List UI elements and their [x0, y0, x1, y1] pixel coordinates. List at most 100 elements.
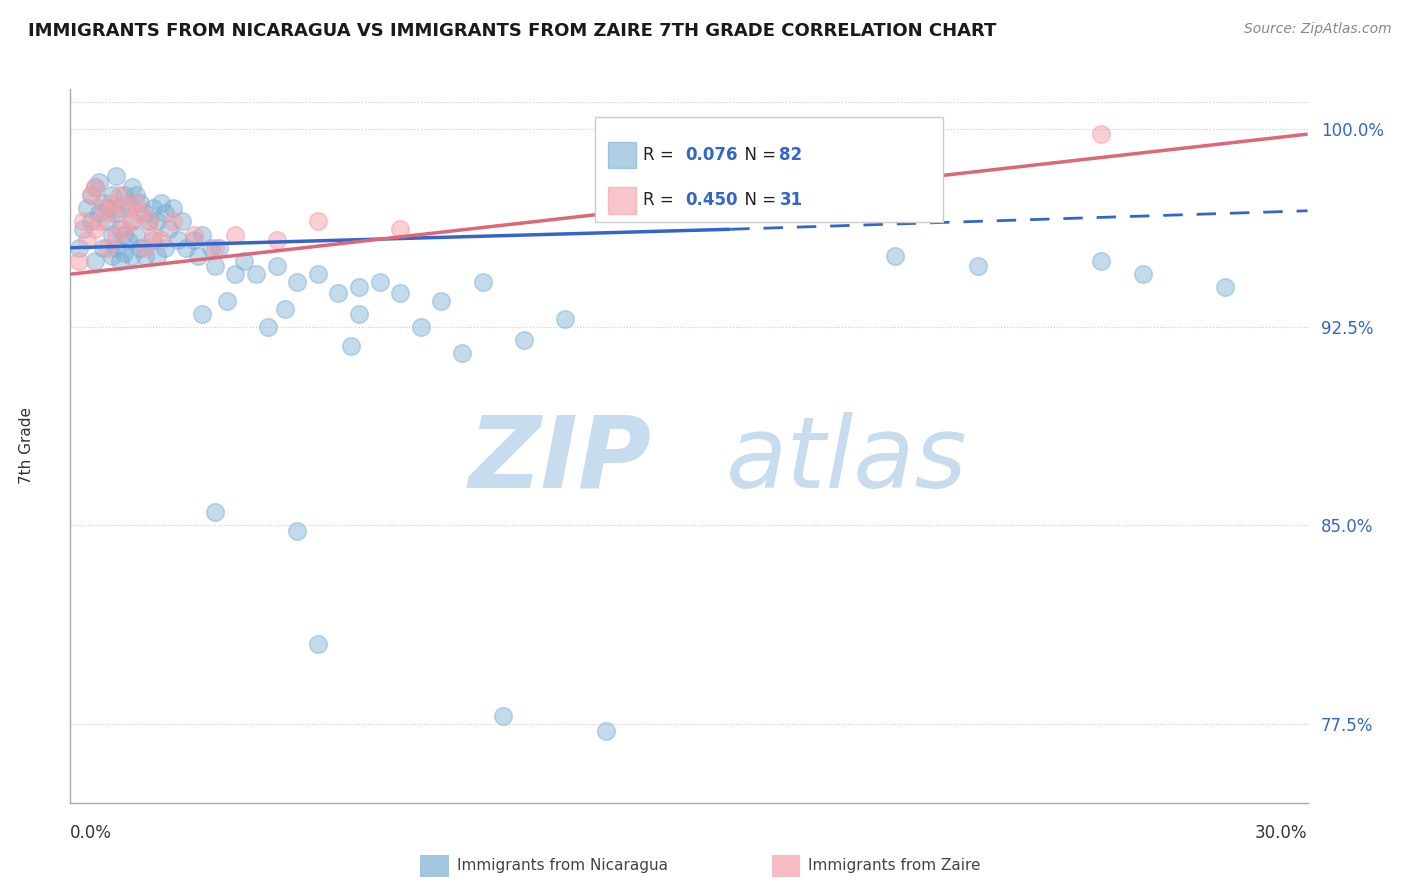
Point — [389, 222, 412, 236]
Point — [328, 285, 350, 300]
Text: R =: R = — [643, 191, 679, 210]
Point — [204, 260, 226, 274]
Point — [84, 180, 107, 194]
Point — [72, 222, 94, 236]
Point — [125, 188, 148, 202]
Point — [117, 201, 139, 215]
Point — [191, 307, 214, 321]
Point — [112, 246, 135, 260]
Point — [430, 293, 453, 308]
Point — [142, 227, 165, 242]
Point — [191, 227, 214, 242]
Text: N =: N = — [734, 146, 782, 164]
Point — [266, 233, 288, 247]
Point — [125, 227, 148, 242]
Point — [108, 222, 131, 236]
Point — [224, 227, 246, 242]
Point — [245, 267, 267, 281]
Point — [153, 206, 176, 220]
Point — [150, 195, 173, 210]
Text: 0.0%: 0.0% — [70, 824, 112, 842]
Point — [91, 201, 114, 215]
Point — [67, 241, 90, 255]
Point — [274, 301, 297, 316]
Point — [104, 206, 127, 220]
Point — [129, 206, 152, 220]
Point — [100, 206, 122, 220]
Point — [76, 201, 98, 215]
Point — [112, 188, 135, 202]
Point — [134, 206, 156, 220]
Point — [884, 201, 907, 215]
Point — [1090, 254, 1112, 268]
Point — [125, 195, 148, 210]
Point — [134, 241, 156, 255]
Point — [285, 524, 308, 538]
Text: atlas: atlas — [725, 412, 967, 508]
Point — [96, 241, 118, 255]
Point — [89, 175, 111, 189]
Point — [117, 195, 139, 210]
Point — [307, 267, 329, 281]
Point — [104, 169, 127, 184]
Point — [72, 214, 94, 228]
Point — [150, 233, 173, 247]
Point — [347, 280, 370, 294]
Text: 31: 31 — [779, 191, 803, 210]
Text: 30.0%: 30.0% — [1256, 824, 1308, 842]
Point — [76, 233, 98, 247]
Point — [121, 214, 143, 228]
Point — [162, 201, 184, 215]
Point — [1090, 127, 1112, 141]
Point — [84, 222, 107, 236]
Point — [409, 320, 432, 334]
Point — [204, 241, 226, 255]
Point — [117, 233, 139, 247]
Point — [121, 214, 143, 228]
Point — [138, 214, 160, 228]
Text: IMMIGRANTS FROM NICARAGUA VS IMMIGRANTS FROM ZAIRE 7TH GRADE CORRELATION CHART: IMMIGRANTS FROM NICARAGUA VS IMMIGRANTS … — [28, 22, 997, 40]
Point — [204, 505, 226, 519]
Text: 7th Grade: 7th Grade — [20, 408, 35, 484]
Point — [347, 307, 370, 321]
Point — [170, 214, 193, 228]
Point — [389, 285, 412, 300]
Point — [108, 254, 131, 268]
Point — [108, 188, 131, 202]
Point — [138, 214, 160, 228]
Text: Source: ZipAtlas.com: Source: ZipAtlas.com — [1244, 22, 1392, 37]
Point — [153, 241, 176, 255]
Text: 0.450: 0.450 — [685, 191, 738, 210]
Point — [84, 180, 107, 194]
Point — [96, 214, 118, 228]
Text: Immigrants from Zaire: Immigrants from Zaire — [808, 858, 981, 872]
Point — [884, 249, 907, 263]
Point — [257, 320, 280, 334]
Text: 82: 82 — [779, 146, 803, 164]
Point — [183, 227, 205, 242]
Point — [96, 201, 118, 215]
Point — [166, 233, 188, 247]
Point — [121, 249, 143, 263]
Point — [285, 275, 308, 289]
Point — [200, 241, 222, 255]
Point — [91, 195, 114, 210]
Text: R =: R = — [643, 146, 679, 164]
Point — [162, 214, 184, 228]
Point — [112, 222, 135, 236]
Point — [142, 233, 165, 247]
Text: ZIP: ZIP — [468, 412, 652, 508]
Point — [104, 241, 127, 255]
Point — [100, 249, 122, 263]
Point — [80, 188, 103, 202]
Point — [1132, 267, 1154, 281]
Point — [100, 227, 122, 242]
Point — [108, 201, 131, 215]
Point — [208, 241, 231, 255]
Point — [232, 254, 254, 268]
Point — [89, 214, 111, 228]
Point — [100, 195, 122, 210]
Point — [224, 267, 246, 281]
Text: N =: N = — [734, 191, 782, 210]
Point — [129, 195, 152, 210]
